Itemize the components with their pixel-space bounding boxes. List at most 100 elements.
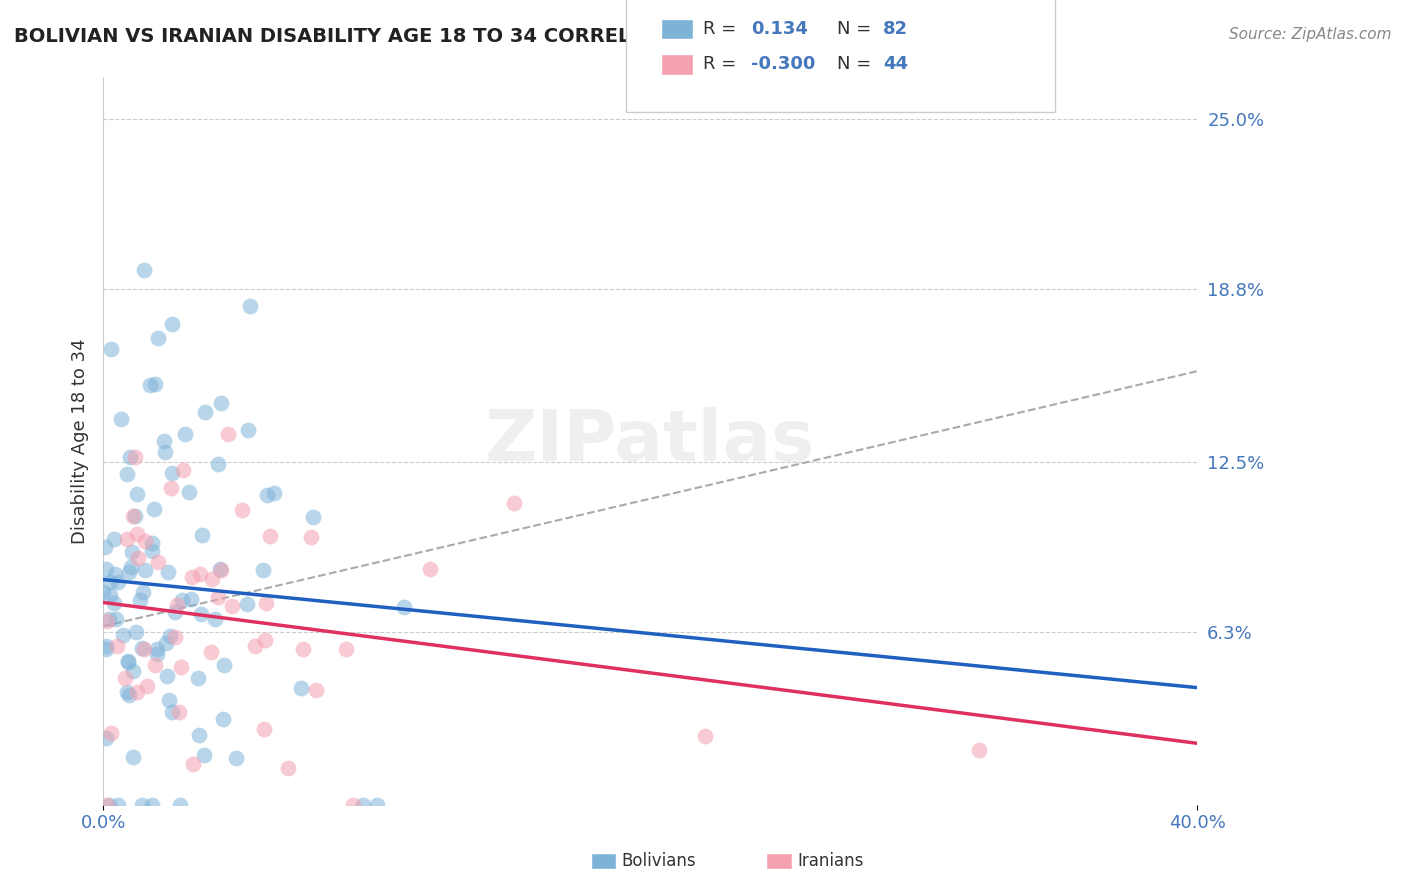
Point xyxy=(103,533,125,547)
Point xyxy=(122,749,145,764)
Text: BOLIVIAN VS IRANIAN DISABILITY AGE 18 TO 34 CORRELATION CHART: BOLIVIAN VS IRANIAN DISABILITY AGE 18 TO… xyxy=(14,27,778,45)
Point xyxy=(392,599,415,614)
Text: Iranians: Iranians xyxy=(797,852,863,870)
Point xyxy=(122,509,145,524)
Point xyxy=(253,632,276,647)
Point xyxy=(188,566,211,581)
Point xyxy=(188,728,211,742)
Point xyxy=(209,563,232,577)
Point xyxy=(207,590,229,604)
Point xyxy=(120,450,142,464)
Point xyxy=(292,642,315,657)
Point xyxy=(342,797,364,812)
Point xyxy=(156,669,179,683)
Point xyxy=(225,751,247,765)
Point xyxy=(115,533,138,547)
Point xyxy=(183,757,205,772)
Point xyxy=(145,648,167,662)
Point xyxy=(121,664,143,678)
Point xyxy=(142,502,165,516)
Point xyxy=(145,376,167,391)
Point xyxy=(97,612,120,626)
Point xyxy=(209,562,232,576)
Point xyxy=(162,466,184,480)
Point xyxy=(253,722,276,736)
Point xyxy=(100,343,122,357)
Point xyxy=(117,654,139,668)
Text: ZIPatlas: ZIPatlas xyxy=(485,407,815,475)
Point xyxy=(111,627,134,641)
Point xyxy=(141,797,163,812)
Point xyxy=(100,726,122,740)
Point xyxy=(121,545,143,559)
Point xyxy=(181,570,204,584)
Point xyxy=(146,331,169,345)
Point xyxy=(263,485,285,500)
Point xyxy=(693,729,716,743)
Point xyxy=(94,562,117,576)
Point xyxy=(290,681,312,695)
Point xyxy=(107,574,129,589)
Point xyxy=(134,563,156,577)
Point xyxy=(302,510,325,524)
Point xyxy=(134,534,156,549)
Point xyxy=(134,262,156,277)
Text: 82: 82 xyxy=(883,20,908,37)
Point xyxy=(207,457,229,471)
Point xyxy=(139,378,162,392)
Point xyxy=(104,612,127,626)
Point xyxy=(201,572,224,586)
Point xyxy=(143,658,166,673)
Point xyxy=(96,614,118,628)
Point xyxy=(212,658,235,673)
Point xyxy=(174,427,197,442)
Point xyxy=(98,574,121,589)
Point xyxy=(117,655,139,669)
Point xyxy=(131,641,153,656)
Point xyxy=(204,612,226,626)
Point xyxy=(193,747,215,762)
Point xyxy=(135,679,157,693)
Point xyxy=(131,797,153,812)
Point xyxy=(169,797,191,812)
Point xyxy=(200,645,222,659)
Point xyxy=(141,535,163,549)
Point xyxy=(170,659,193,673)
Point xyxy=(163,630,186,644)
Point xyxy=(187,671,209,685)
Point xyxy=(141,544,163,558)
Point xyxy=(167,705,190,719)
Point xyxy=(159,629,181,643)
Point xyxy=(155,445,177,459)
Point xyxy=(118,688,141,702)
Point xyxy=(124,450,146,465)
Point xyxy=(127,527,149,541)
Point xyxy=(125,685,148,699)
Point xyxy=(93,584,115,599)
Point xyxy=(146,555,169,569)
Point xyxy=(231,503,253,517)
Text: 0.134: 0.134 xyxy=(751,20,807,37)
Point xyxy=(153,434,176,448)
Point xyxy=(259,529,281,543)
Point xyxy=(190,607,212,622)
Point xyxy=(172,462,194,476)
Point xyxy=(114,671,136,685)
Point xyxy=(335,642,357,657)
Point xyxy=(93,540,115,554)
Point xyxy=(104,567,127,582)
Point xyxy=(107,797,129,812)
Point xyxy=(127,551,149,566)
Point xyxy=(299,530,322,544)
Point xyxy=(209,396,232,410)
Point xyxy=(96,642,118,657)
Point xyxy=(190,528,212,542)
Point xyxy=(105,639,128,653)
Text: R =: R = xyxy=(703,55,742,73)
Point xyxy=(160,705,183,719)
Point xyxy=(160,318,183,332)
Point xyxy=(211,712,233,726)
Point xyxy=(120,559,142,574)
Point xyxy=(118,566,141,580)
Point xyxy=(157,692,180,706)
